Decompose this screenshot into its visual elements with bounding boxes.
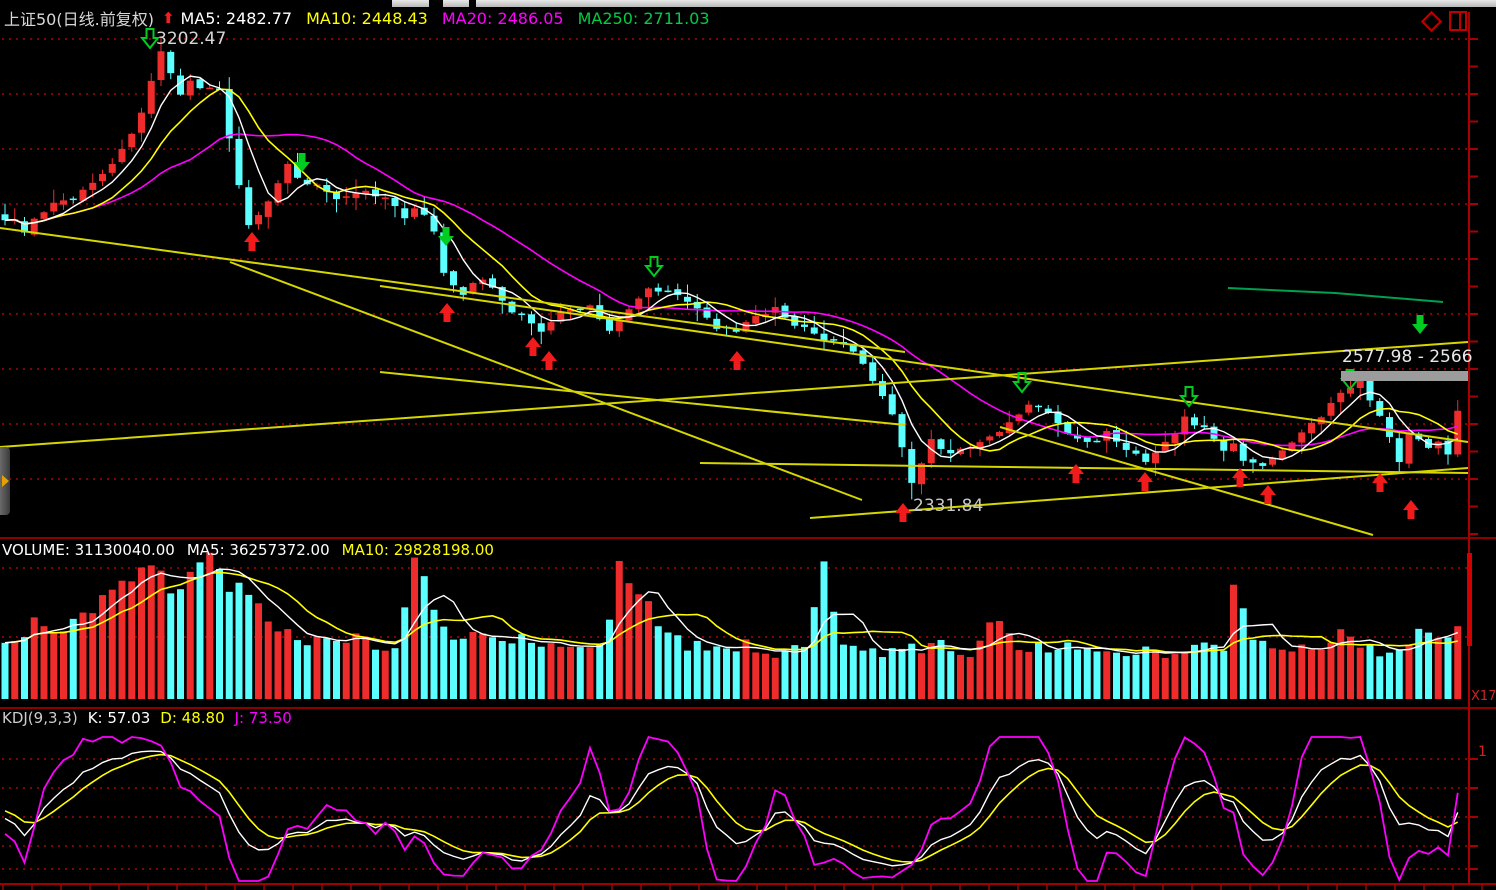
buy-signal-arrow	[729, 351, 745, 370]
expand-arrow-icon	[1, 475, 9, 487]
trendlines-layer	[0, 227, 1469, 536]
volume-header: VOLUME: 31130040.00 MA5: 36257372.00 MA1…	[2, 541, 494, 559]
split-window-icon[interactable]	[1449, 11, 1467, 31]
buy-signal-arrow	[244, 232, 260, 251]
kdj-header: KDJ(9,3,3) K: 57.03 D: 48.80 J: 73.50	[2, 709, 292, 727]
instrument-title: 上证50(日线.前复权)	[4, 10, 154, 29]
window-controls	[1420, 10, 1467, 32]
ma10-value: MA10: 2448.43	[306, 8, 428, 28]
kdj-axis-label: 1	[1478, 744, 1487, 760]
signal-arrows-layer	[139, 28, 1428, 522]
kdj-name: KDJ(9,3,3)	[2, 709, 78, 727]
top-strip-segment	[476, 0, 1496, 7]
buy-signal-arrow	[1232, 468, 1248, 487]
top-strip-segment	[392, 0, 429, 7]
top-strip-segment	[443, 0, 469, 7]
ma250-value: MA250: 2711.03	[577, 8, 710, 28]
buy-signal-arrow	[541, 351, 557, 370]
ma5-value: MA5: 2482.77	[180, 8, 293, 28]
sell-signal-arrow-hollow	[139, 28, 161, 50]
kdj-d-value: D: 48.80	[160, 709, 225, 727]
buy-signal-arrow	[439, 303, 455, 322]
peak-price-label: 3202.47	[156, 29, 227, 49]
main-chart-header: 上证50(日线.前复权) ⬆ MA5: 2482.77 MA10: 2448.4…	[4, 8, 710, 30]
sell-signal-arrow-hollow	[643, 256, 665, 278]
ma-lines-layer	[4, 75, 1459, 461]
sidebar-toggle[interactable]	[0, 447, 10, 515]
sell-signal-arrow-hollow	[1011, 372, 1033, 394]
volume-ma5-value: MA5: 36257372.00	[186, 541, 330, 559]
kdj-k-value: K: 57.03	[87, 709, 151, 727]
buy-signal-arrow	[895, 503, 911, 522]
sell-signal-arrow	[294, 153, 310, 172]
kdj-j-value: J: 73.50	[234, 709, 292, 727]
sell-signal-arrow	[438, 227, 454, 246]
candles-layer	[1, 38, 1462, 500]
swing-low-label: 2331.84	[913, 496, 984, 516]
buy-signal-arrow	[1372, 473, 1388, 492]
axes-layer	[0, 12, 1496, 890]
diamond-icon[interactable]	[1420, 10, 1443, 32]
x17-axis-label: X17	[1471, 689, 1496, 704]
sell-signal-arrow-hollow	[1178, 386, 1200, 408]
buy-signal-arrow	[1403, 500, 1419, 519]
volume-value: VOLUME: 31130040.00	[2, 541, 175, 559]
kdj-layer	[4, 735, 1459, 883]
buy-signal-arrow	[1068, 464, 1084, 483]
split-divider	[1459, 13, 1461, 29]
range-highlight-bar	[1341, 371, 1468, 381]
ma20-value: MA20: 2486.05	[441, 8, 564, 28]
buy-signal-arrow	[1260, 485, 1276, 504]
volume-layer	[1, 552, 1462, 699]
buy-signal-arrow	[525, 337, 541, 356]
gridlines-layer	[2, 38, 1468, 870]
volume-ma10-value: MA10: 29828198.00	[341, 541, 494, 559]
price-range-label: 2577.98 - 2566	[1342, 347, 1473, 367]
buy-signal-arrow	[1137, 472, 1153, 491]
up-arrow-icon: ⬆	[161, 9, 175, 27]
sell-signal-arrow	[1412, 315, 1428, 334]
